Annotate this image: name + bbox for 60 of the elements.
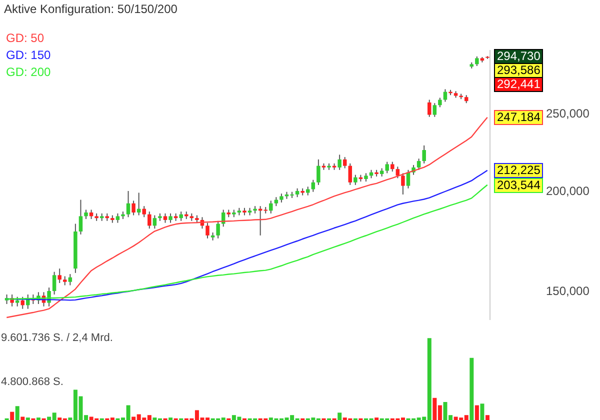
y-tick-label: 150,000: [546, 284, 590, 298]
candlestick: [84, 209, 88, 220]
text: 293,586: [494, 63, 544, 78]
text: GD: 50: [6, 30, 46, 47]
candlestick: [179, 211, 183, 222]
y-tick-label: 250,000: [546, 106, 590, 120]
candlestick: [390, 161, 394, 172]
text: 203,544: [494, 178, 544, 193]
annotation: 4.800.868 S.: [1, 376, 64, 388]
candlestick: [432, 102, 437, 118]
bar: [474, 405, 479, 420]
candlestick: [148, 211, 152, 230]
candlestick: [443, 88, 448, 102]
candlestick: [216, 220, 220, 239]
candlestick: [438, 97, 442, 108]
text: GD: 200: [6, 64, 51, 81]
candlestick: [354, 174, 358, 186]
candlestick: [338, 154, 342, 170]
candlestick: [342, 156, 347, 169]
bar: [20, 416, 25, 420]
candlestick: [52, 271, 56, 296]
text: 294,730: [494, 49, 544, 64]
candlestick: [152, 214, 157, 230]
candlestick: [422, 144, 426, 164]
candlestick: [316, 158, 320, 186]
candlestick: [385, 161, 389, 174]
bar: [470, 358, 474, 420]
bar: [486, 415, 490, 420]
candlestick: [68, 274, 72, 286]
candlestick: [401, 172, 405, 195]
candlestick: [396, 166, 400, 179]
line-series: [6, 116, 488, 318]
text: 292,441: [494, 77, 544, 92]
candlestick: [348, 162, 352, 186]
bar: [10, 412, 14, 420]
candlestick: [15, 296, 20, 307]
candlestick: [428, 99, 432, 118]
y-tick-label: 200,000: [546, 184, 590, 198]
candlestick: [206, 222, 210, 239]
candlestick: [168, 212, 172, 224]
candlestick: [58, 268, 62, 284]
bar: [15, 406, 20, 420]
bar: [480, 404, 484, 420]
candlestick: [132, 200, 136, 216]
candlestick: [269, 200, 273, 214]
candlestick: [78, 199, 83, 235]
annotation: 9.601.736 S. / 2,4 Mrd.: [1, 332, 113, 344]
text: GD: 150: [6, 47, 51, 64]
chart-title: Aktive Konfiguration: 50/150/200: [4, 2, 178, 16]
candlestick: [116, 212, 120, 224]
candlestick: [126, 190, 130, 218]
candlestick: [142, 206, 146, 218]
candlestick: [163, 212, 168, 224]
bar: [338, 412, 342, 420]
text: 247,184: [494, 110, 544, 126]
candlestick: [416, 158, 421, 170]
candlestick: [20, 296, 24, 310]
candlestick: [63, 276, 67, 286]
candlestick: [475, 56, 479, 67]
text: 212,225: [494, 163, 544, 178]
